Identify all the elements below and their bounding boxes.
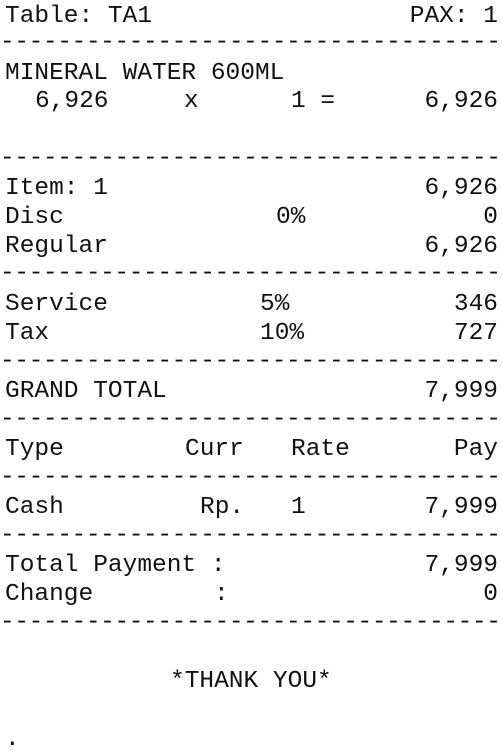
service-value: 346 <box>453 291 498 318</box>
separator-1: ----------------------------------------… <box>0 31 502 56</box>
tax-value: 727 <box>453 320 498 347</box>
items-count-value: 6,926 <box>424 175 498 202</box>
payment-header-type: Type <box>5 436 64 463</box>
separator-2: ----------------------------------------… <box>0 147 502 172</box>
item-times: x <box>184 88 199 115</box>
payment-header-curr: Curr <box>185 436 244 463</box>
separator-7: ----------------------------------------… <box>0 524 502 549</box>
regular-label: Regular <box>5 233 108 260</box>
separator-8: ----------------------------------------… <box>0 611 502 636</box>
tax-label: Tax <box>5 320 50 347</box>
pax-label: PAX: 1 <box>409 3 498 30</box>
item-qty: 1 = <box>291 88 336 115</box>
service-rate: 5% <box>260 291 290 318</box>
grand-total-value: 7,999 <box>424 378 498 405</box>
separator-5: ----------------------------------------… <box>0 408 502 433</box>
payment-rate: 1 <box>291 494 306 521</box>
table-label: Table: TA1 <box>5 3 153 30</box>
service-label: Service <box>5 291 108 318</box>
grand-total-label: GRAND TOTAL <box>5 378 167 405</box>
disc-value: 0 <box>483 204 498 231</box>
payment-amount: 7,999 <box>424 494 498 521</box>
change-colon: : <box>214 581 229 608</box>
item-amount: 6,926 <box>424 88 498 115</box>
separator-4: ----------------------------------------… <box>0 350 502 375</box>
items-count-label: Item: 1 <box>5 175 108 202</box>
disc-label: Disc <box>5 204 64 231</box>
change-value: 0 <box>483 581 498 608</box>
payment-type: Cash <box>5 494 64 521</box>
change-label: Change <box>5 581 94 608</box>
total-payment-value: 7,999 <box>424 552 498 579</box>
total-payment-label: Total Payment : <box>5 552 226 579</box>
payment-header-rate: Rate <box>291 436 350 463</box>
payment-currency: Rp. <box>200 494 245 521</box>
regular-value: 6,926 <box>424 233 498 260</box>
payment-header-pay: Pay <box>453 436 498 463</box>
disc-rate: 0% <box>276 204 306 231</box>
separator-6: ----------------------------------------… <box>0 466 502 491</box>
item-name: MINERAL WATER 600ML <box>5 60 285 87</box>
footer-dot: . <box>5 726 20 753</box>
thank-you-message: *THANK YOU* <box>170 668 332 695</box>
item-price: 6,926 <box>35 88 109 115</box>
tax-rate: 10% <box>260 320 305 347</box>
separator-3: ----------------------------------------… <box>0 262 502 287</box>
